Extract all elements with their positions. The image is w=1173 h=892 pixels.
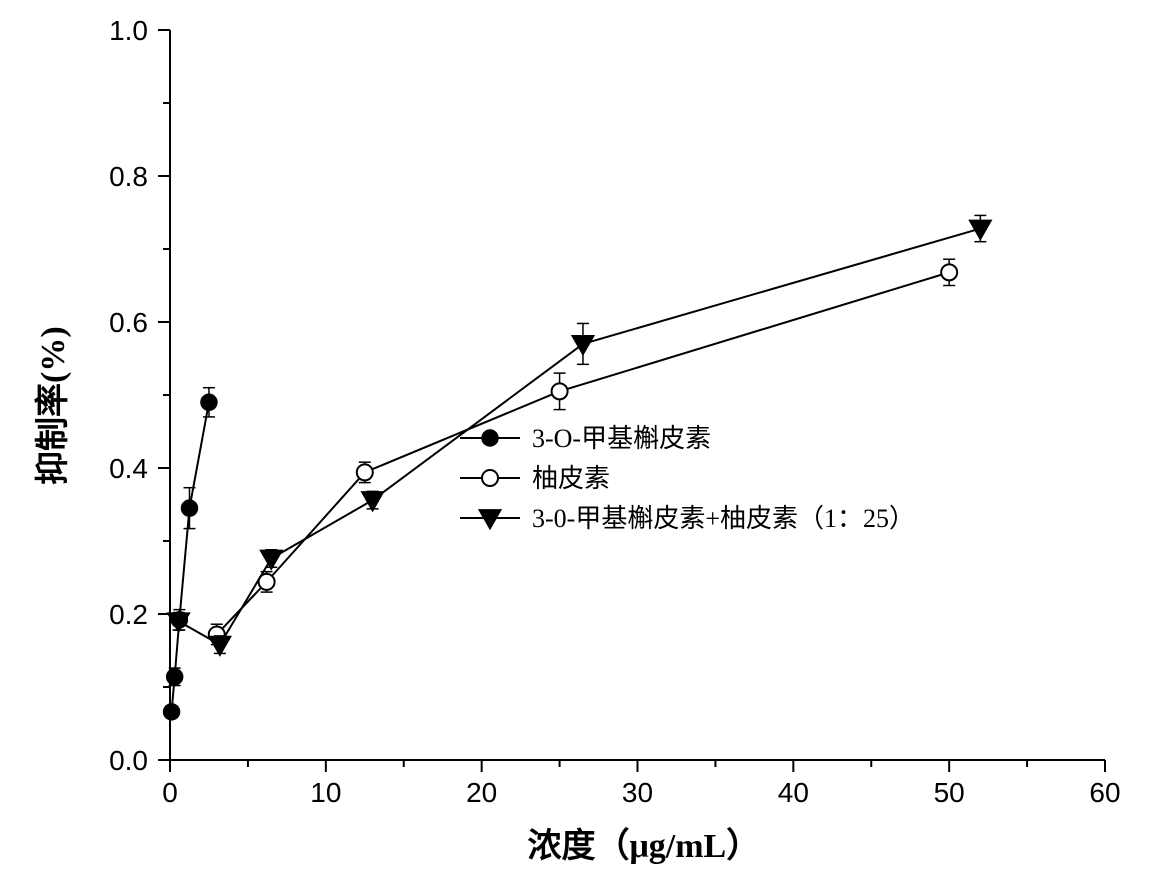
svg-text:0: 0 xyxy=(162,777,178,808)
y-axis-label: 抑制率(%) xyxy=(25,326,74,485)
svg-text:50: 50 xyxy=(934,777,965,808)
svg-text:0.8: 0.8 xyxy=(109,161,148,192)
svg-text:1.0: 1.0 xyxy=(109,15,148,46)
svg-text:40: 40 xyxy=(778,777,809,808)
chart-svg: 0 10 20 30 40 50 60 0.0 0.2 0.4 0.6 0.8 1.0 3-O-甲基槲皮素… xyxy=(0,0,1173,892)
svg-text:60: 60 xyxy=(1089,777,1120,808)
svg-text:0.6: 0.6 xyxy=(109,307,148,338)
svg-text:0.0: 0.0 xyxy=(109,745,148,776)
svg-text:0.4: 0.4 xyxy=(109,453,148,484)
svg-text:10: 10 xyxy=(310,777,341,808)
x-axis-label: 浓度（μg/mL） xyxy=(528,818,761,867)
legend-label: 3-0-甲基槲皮素+柚皮素（1：25） xyxy=(532,504,915,533)
svg-text:20: 20 xyxy=(466,777,497,808)
legend-label: 3-O-甲基槲皮素 xyxy=(532,424,711,453)
svg-text:0.2: 0.2 xyxy=(109,599,148,630)
svg-text:30: 30 xyxy=(622,777,653,808)
legend-label: 柚皮素 xyxy=(532,464,610,493)
